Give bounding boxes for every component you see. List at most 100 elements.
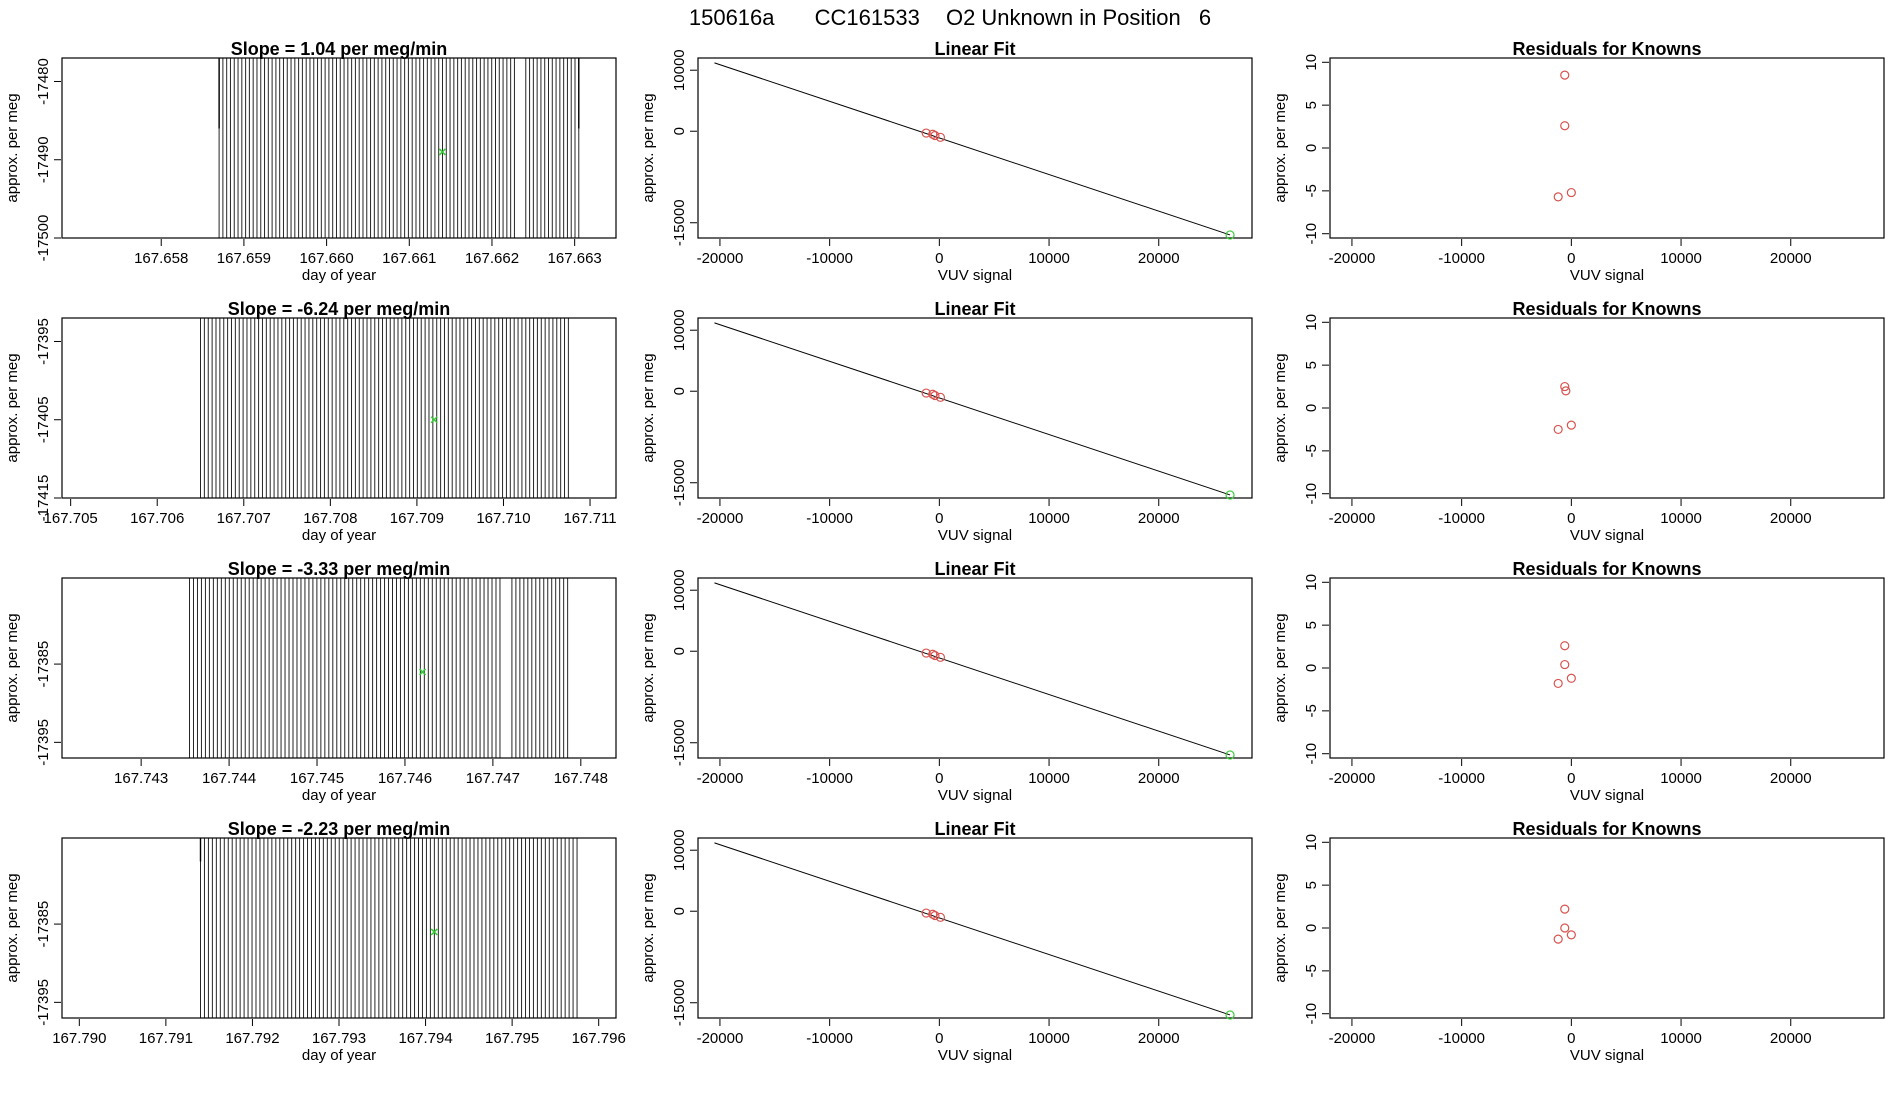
- row4-linear-fit-y-tick-label: 0: [671, 907, 688, 915]
- row3-residuals-y-tick-label: -10: [1303, 743, 1320, 765]
- row4-linear-fit-unknown-point: [1225, 1010, 1235, 1020]
- row3-timeseries-slope-value: -3.33: [297, 559, 338, 579]
- row2-timeseries-plot-frame: [61, 317, 617, 499]
- row3-linear-fit-fit-line: [714, 582, 1231, 756]
- row3-timeseries-signal-trace: [189, 578, 569, 758]
- row2-residuals-x-tick-label: 20000: [1770, 510, 1812, 527]
- row3-residuals-y-tick-label: 5: [1303, 621, 1320, 629]
- row1-timeseries-title: Slope = 1.04 per meg/min: [231, 39, 448, 59]
- row1-residuals-y-axis-label: approx. per meg: [1272, 93, 1289, 202]
- row1-linear-fit-x-axis-label: VUV signal: [938, 267, 1012, 284]
- run-id: 150616a: [689, 5, 775, 30]
- row3-residuals-residual-point: [1560, 659, 1570, 670]
- row4-residuals-y-tick-label: 5: [1303, 881, 1320, 889]
- row2-linear-fit-known-point: [928, 389, 938, 399]
- row2-linear-fit-panel: Linear Fit -20000 -10000 0 10000 20000 10000 0 -…: [640, 299, 1253, 544]
- row3-linear-fit-x-tick-label: 0: [935, 770, 943, 787]
- row1-timeseries-y-tick-label: -17490: [35, 136, 52, 183]
- row1-timeseries-x-tick-label: 167.662: [465, 250, 519, 267]
- row1-residuals-x-tick-label: 0: [1567, 250, 1575, 267]
- row3-residuals-residual-point: [1553, 678, 1563, 689]
- row1-timeseries-plot-frame: [61, 57, 617, 239]
- row1-linear-fit-x-tick-label: -10000: [806, 250, 853, 267]
- row1-timeseries-y-axis-label: approx. per meg: [4, 93, 21, 202]
- row1-linear-fit-y-tick-label: 10000: [671, 49, 688, 91]
- row2-timeseries-mean-marker: [430, 416, 438, 424]
- row3-residuals-x-tick-label: -20000: [1329, 770, 1376, 787]
- row2-linear-fit-x-axis-label: VUV signal: [938, 527, 1012, 544]
- row1-linear-fit-known-point: [930, 130, 940, 141]
- position-number: 6: [1199, 5, 1211, 30]
- row2-timeseries-y-tick-label: -17415: [35, 475, 52, 522]
- row4-residuals-y-tick-label: 10: [1303, 834, 1320, 851]
- row4-linear-fit-x-axis-label: VUV signal: [938, 1047, 1012, 1064]
- row4-residuals-y-tick-label: -10: [1303, 1003, 1320, 1025]
- row2-residuals-y-tick-label: -5: [1303, 444, 1320, 457]
- row2-residuals-y-tick-label: 5: [1303, 361, 1320, 369]
- row2-linear-fit-x-tick-label: 20000: [1138, 510, 1180, 527]
- row4-linear-fit-x-tick-label: 10000: [1028, 1030, 1070, 1047]
- row2-residuals-y-tick-label: 0: [1303, 404, 1320, 412]
- row3-timeseries-x-tick-label: 167.746: [378, 770, 432, 787]
- row1-timeseries-x-tick-label: 167.658: [134, 250, 188, 267]
- row1-timeseries-y-tick-label: -17480: [35, 58, 52, 105]
- row2-residuals-residual-point: [1553, 424, 1563, 435]
- row2-residuals-residual-point: [1561, 386, 1571, 396]
- row2-timeseries-panel: Slope = -6.24 per meg/min 167.705 167.706 1…: [4, 299, 617, 544]
- row3-timeseries-x-tick-label: 167.748: [554, 770, 608, 787]
- row3-timeseries-x-tick-label: 167.743: [114, 770, 168, 787]
- row2-timeseries-x-tick-label: 167.710: [476, 510, 530, 527]
- row1-linear-fit-x-tick-label: 0: [935, 250, 943, 267]
- row3-residuals-x-tick-label: 20000: [1770, 770, 1812, 787]
- row1-residuals-residual-point: [1560, 121, 1570, 131]
- row4-linear-fit-title: Linear Fit: [934, 819, 1015, 839]
- row4-timeseries-title: Slope = -2.23 per meg/min: [228, 819, 451, 839]
- row4-timeseries-mean-marker: [430, 928, 438, 936]
- row3-linear-fit-known-point: [928, 649, 938, 659]
- row4-residuals-y-axis-label: approx. per meg: [1272, 873, 1289, 982]
- row3-timeseries-y-tick-label: -17385: [35, 641, 52, 688]
- row3-linear-fit-known-point: [921, 648, 931, 658]
- row4-timeseries-x-tick-label: 167.790: [52, 1030, 106, 1047]
- row2-linear-fit-x-tick-label: 10000: [1028, 510, 1070, 527]
- row2-residuals-x-tick-label: 0: [1567, 510, 1575, 527]
- row2-linear-fit-y-tick-label: 0: [671, 387, 688, 395]
- row3-residuals-y-tick-label: -5: [1303, 704, 1320, 717]
- row4-timeseries-x-tick-label: 167.794: [398, 1030, 452, 1047]
- row1-linear-fit-fit-line: [714, 62, 1231, 236]
- description: O2 Unknown in Position: [946, 5, 1181, 30]
- row4-residuals-x-tick-label: 20000: [1770, 1030, 1812, 1047]
- row4-residuals-x-tick-label: 10000: [1660, 1030, 1702, 1047]
- row1-linear-fit-x-tick-label: -20000: [697, 250, 744, 267]
- row1-linear-fit-x-tick-label: 10000: [1028, 250, 1070, 267]
- row2-linear-fit-x-tick-label: -10000: [806, 510, 853, 527]
- row1-residuals-x-tick-label: 10000: [1660, 250, 1702, 267]
- row2-timeseries-x-tick-label: 167.708: [303, 510, 357, 527]
- row3-timeseries-y-tick-label: -17395: [35, 719, 52, 766]
- row4-residuals-residual-point: [1560, 904, 1570, 914]
- row1-residuals-y-tick-label: 10: [1303, 54, 1320, 71]
- row4-timeseries-x-tick-label: 167.796: [572, 1030, 626, 1047]
- row2-linear-fit-y-tick-label: 10000: [671, 309, 688, 351]
- row4-timeseries-y-tick-label: -17385: [35, 901, 52, 948]
- row1-timeseries-x-tick-label: 167.661: [382, 250, 436, 267]
- row1-linear-fit-unknown-point: [1225, 230, 1235, 240]
- row3-linear-fit-x-axis-label: VUV signal: [938, 787, 1012, 804]
- row4-linear-fit-known-point: [935, 912, 946, 922]
- row3-timeseries-panel: Slope = -3.33 per meg/min 167.743 167.744 1…: [4, 559, 617, 804]
- row1-linear-fit-panel: Linear Fit -20000 -10000 0 10000 20000 10000 0 -…: [640, 39, 1253, 284]
- row1-residuals-x-tick-label: 20000: [1770, 250, 1812, 267]
- row1-residuals-x-axis-label: VUV signal: [1570, 267, 1644, 284]
- row4-timeseries-y-axis-label: approx. per meg: [4, 873, 21, 982]
- row2-timeseries-x-tick-label: 167.705: [44, 510, 98, 527]
- row1-residuals-panel: Residuals for Knowns -20000 -10000 0 10000 20…: [1272, 39, 1885, 284]
- row3-linear-fit-y-tick-label: 0: [671, 647, 688, 655]
- row4-timeseries-x-axis-label: day of year: [302, 1047, 376, 1064]
- row3-timeseries-title: Slope = -3.33 per meg/min: [228, 559, 451, 579]
- row3-linear-fit-panel: Linear Fit -20000 -10000 0 10000 20000 10000 0 -…: [640, 559, 1253, 804]
- row4-residuals-residual-point: [1553, 934, 1563, 944]
- tank-id: CC161533: [815, 5, 920, 30]
- row4-linear-fit-y-tick-label: -15000: [671, 979, 688, 1026]
- row3-linear-fit-known-point: [935, 652, 946, 662]
- row4-linear-fit-y-axis-label: approx. per meg: [640, 873, 657, 982]
